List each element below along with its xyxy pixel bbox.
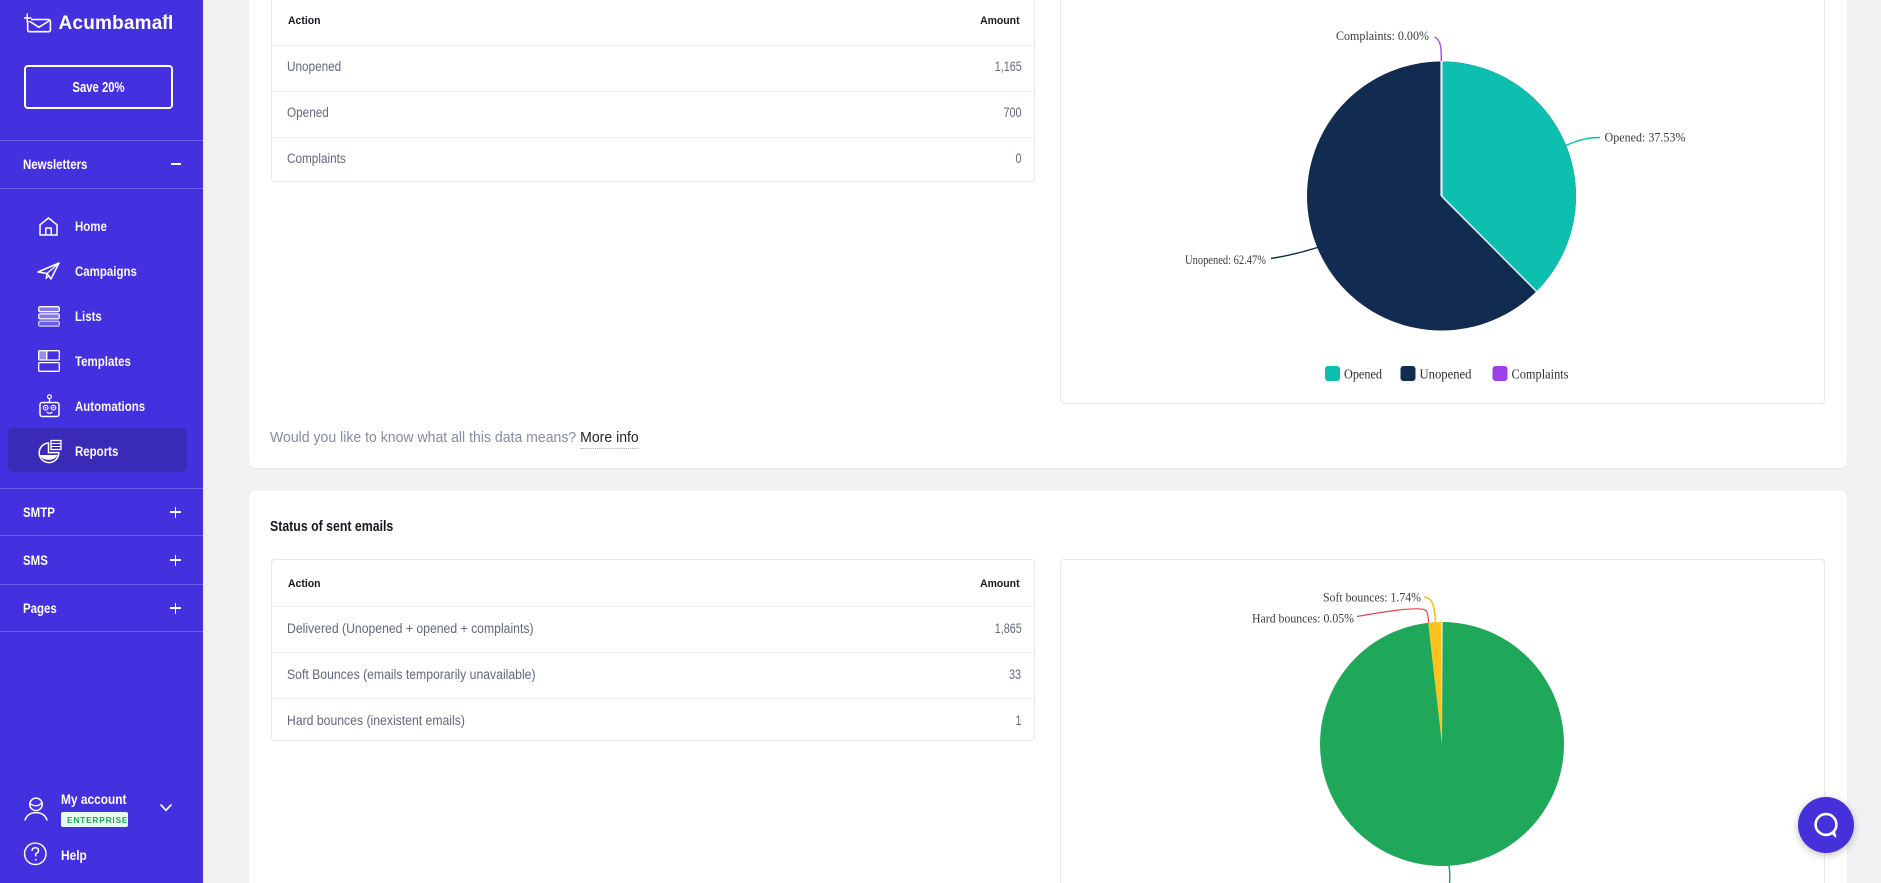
svg-text:Opened: Opened [1344, 367, 1382, 382]
svg-text:Opened: 37.53%: Opened: 37.53% [1605, 130, 1686, 145]
svg-text:Unopened: Unopened [1420, 367, 1472, 382]
svg-text:Complaints: Complaints [1512, 367, 1569, 382]
svg-text:Hard bounces: 0.05%: Hard bounces: 0.05% [1252, 611, 1354, 626]
svg-text:Complaints: 0.00%: Complaints: 0.00% [1336, 28, 1429, 43]
svg-text:Unopened: 62.47%: Unopened: 62.47% [1185, 252, 1266, 267]
svg-text:Soft bounces: 1.74%: Soft bounces: 1.74% [1323, 590, 1421, 605]
